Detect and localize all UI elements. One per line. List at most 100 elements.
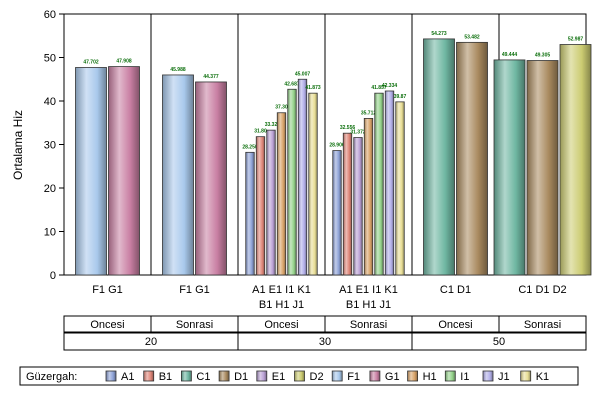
legend-label: D2 [310, 371, 324, 383]
data-label: 39.87 [394, 94, 407, 100]
bar-J1 [297, 78, 308, 276]
bar-B1 [255, 136, 266, 276]
bar-C1 [423, 38, 455, 276]
data-label: 45.988 [170, 67, 186, 73]
bar-I1 [287, 88, 297, 276]
subgroup-label: Oncesi [438, 319, 472, 331]
data-label: 49.305 [535, 53, 551, 59]
subgroup-label: Oncesi [264, 319, 298, 331]
data-label: 32.556 [340, 125, 356, 131]
data-label: 28.250 [242, 144, 258, 150]
legend-swatch-I1 [444, 370, 456, 382]
category-label: A1 E1 I1 K1 [339, 284, 398, 296]
bar-G1 [195, 81, 227, 276]
category-label: B1 H1 J1 [259, 299, 304, 311]
data-label: 31.372 [350, 130, 366, 136]
data-label: 31.80 [254, 129, 267, 135]
subgroup-label: Sonrasi [350, 319, 387, 331]
legend-swatch-C1 [180, 370, 192, 382]
data-label: 52.987 [568, 37, 584, 43]
bar-J1 [384, 90, 395, 276]
legend-label: H1 [423, 371, 437, 383]
data-label: 42.687 [284, 81, 300, 87]
bar-H1 [276, 112, 287, 276]
legend-label: G1 [385, 371, 400, 383]
legend-label: D1 [234, 371, 248, 383]
legend-label: I1 [460, 371, 469, 383]
group-cell [411, 332, 587, 351]
data-label: 47.908 [116, 59, 132, 65]
legend-label: C1 [196, 371, 210, 383]
bar-A1 [245, 151, 255, 276]
legend-swatch-A1 [105, 370, 117, 382]
subgroup-label: Oncesi [90, 319, 124, 331]
data-label: 54.273 [431, 31, 447, 37]
y-tick-label: 0 [50, 270, 56, 282]
legend-label: K1 [536, 371, 549, 383]
category-label: F1 G1 [92, 284, 123, 296]
y-tick-label: 60 [44, 9, 56, 21]
y-tick-label: 30 [44, 140, 56, 152]
bar-B1 [342, 132, 353, 276]
legend-swatch-E1 [256, 370, 268, 382]
bar-F1 [162, 74, 194, 276]
legend-swatch-F1 [331, 370, 343, 382]
group-label: 20 [145, 336, 157, 348]
legend-label: J1 [498, 371, 510, 383]
legend-title: Güzergah: [26, 371, 77, 383]
legend-swatch-D1 [218, 370, 230, 382]
data-label: 41.873 [305, 85, 321, 91]
y-tick-label: 50 [44, 53, 56, 65]
data-label: 37.30 [275, 105, 288, 111]
y-tick-label: 10 [44, 227, 56, 239]
legend-swatch-G1 [369, 370, 381, 382]
group-label: 50 [493, 336, 505, 348]
data-label: 42.334 [382, 83, 398, 89]
group-label: 30 [319, 336, 331, 348]
subgroup-label: Sonrasi [524, 319, 561, 331]
bar-H1 [363, 118, 374, 276]
data-label: 35.712 [361, 110, 377, 116]
legend-label: B1 [159, 371, 172, 383]
data-label: 47.702 [83, 59, 99, 65]
legend-swatch-B1 [143, 370, 155, 382]
category-label: F1 G1 [179, 284, 210, 296]
legend-label: A1 [121, 371, 134, 383]
legend-swatch-J1 [482, 370, 494, 382]
data-label: 44.377 [203, 74, 219, 80]
bar-I1 [374, 92, 384, 276]
bar-K1 [395, 101, 405, 276]
bar-F1 [75, 67, 107, 276]
category-label: C1 D1 [440, 284, 471, 296]
bar-C1 [493, 59, 526, 276]
bar-E1 [353, 137, 363, 276]
bar-G1 [108, 66, 140, 276]
subgroup-label: Sonrasi [176, 319, 213, 331]
y-tick-label: 20 [44, 183, 56, 195]
data-label: 45.007 [295, 71, 311, 77]
subgroup-cell [498, 315, 587, 333]
legend-label: F1 [347, 371, 360, 383]
bar-D1 [456, 41, 488, 276]
data-label: 41.857 [371, 85, 387, 91]
bar-E1 [266, 129, 276, 276]
bar-A1 [332, 150, 342, 276]
plot-area: 47.702 47.908 45.988 44.377 28.250 31.8033.32… [63, 13, 592, 276]
legend-swatch-D2 [294, 370, 305, 382]
data-label: 33.32 [265, 122, 278, 128]
legend-swatch-K1 [520, 370, 532, 382]
y-axis-label: Ortalama Hiz [11, 110, 25, 180]
bar-D2 [559, 44, 592, 276]
category-label: B1 H1 J1 [346, 299, 391, 311]
category-label: C1 D1 D2 [518, 284, 566, 296]
y-axis: 0 10 20 30 40 50 60 [44, 9, 64, 282]
data-label: 28.906 [329, 143, 345, 149]
y-tick-label: 40 [44, 96, 56, 108]
x-axis-categories: F1 G1 Oncesi F1 G1 Sonrasi A1 E1 I1 K1 B1 H1 … [63, 284, 587, 351]
data-label: 49.444 [502, 52, 518, 58]
bar-K1 [308, 92, 318, 276]
legend-swatch-H1 [407, 370, 419, 382]
legend-label: E1 [272, 371, 285, 383]
bar-D1 [526, 60, 559, 276]
